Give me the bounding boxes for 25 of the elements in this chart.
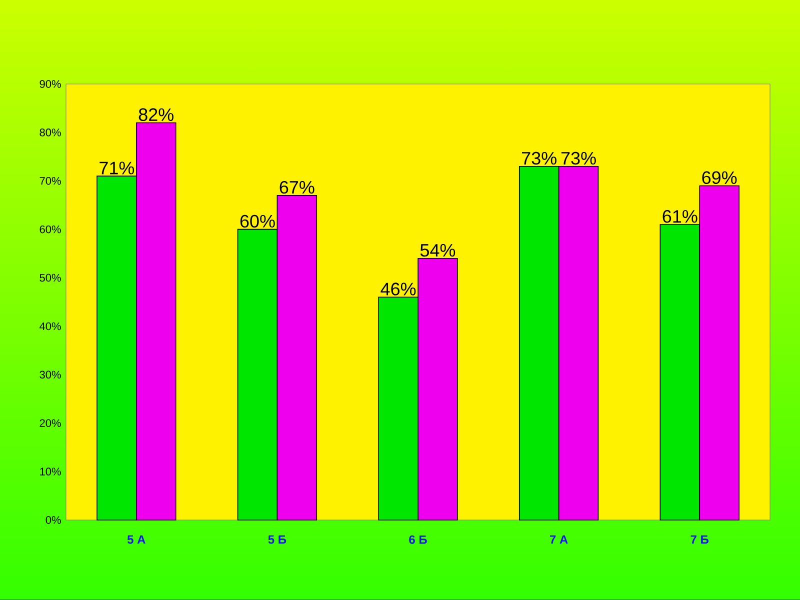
- data-label: 67%: [280, 180, 314, 194]
- y-tick-label: 70%: [40, 177, 61, 185]
- data-label: 71%: [100, 162, 134, 174]
- y-tick-label: 20%: [40, 419, 61, 427]
- data-label: 69%: [702, 171, 737, 184]
- y-tick-label: 40%: [40, 322, 61, 330]
- y-tick-label: 90%: [40, 80, 61, 88]
- y-tick-label: 60%: [40, 225, 61, 234]
- data-label: 61%: [662, 210, 698, 223]
- data-label: 54%: [420, 244, 456, 257]
- data-label: 60%: [240, 214, 275, 228]
- y-tick-label: 50%: [40, 274, 61, 282]
- x-tick-label: 7 А: [550, 535, 568, 544]
- x-tick-label: 5 А: [127, 535, 146, 544]
- x-tick-label: 7 Б: [690, 535, 708, 544]
- data-label: 73%: [522, 152, 556, 165]
- data-label: 73%: [561, 152, 596, 165]
- y-tick-label: 0%: [46, 516, 61, 524]
- data-label: 46%: [380, 282, 416, 296]
- y-tick-label: 30%: [40, 370, 61, 379]
- x-tick-label: 5 Б: [268, 535, 286, 544]
- data-label: 82%: [138, 108, 174, 122]
- y-tick-label: 80%: [40, 128, 61, 136]
- x-tick-label: 6 Б: [409, 535, 427, 544]
- y-tick-label: 10%: [40, 468, 61, 476]
